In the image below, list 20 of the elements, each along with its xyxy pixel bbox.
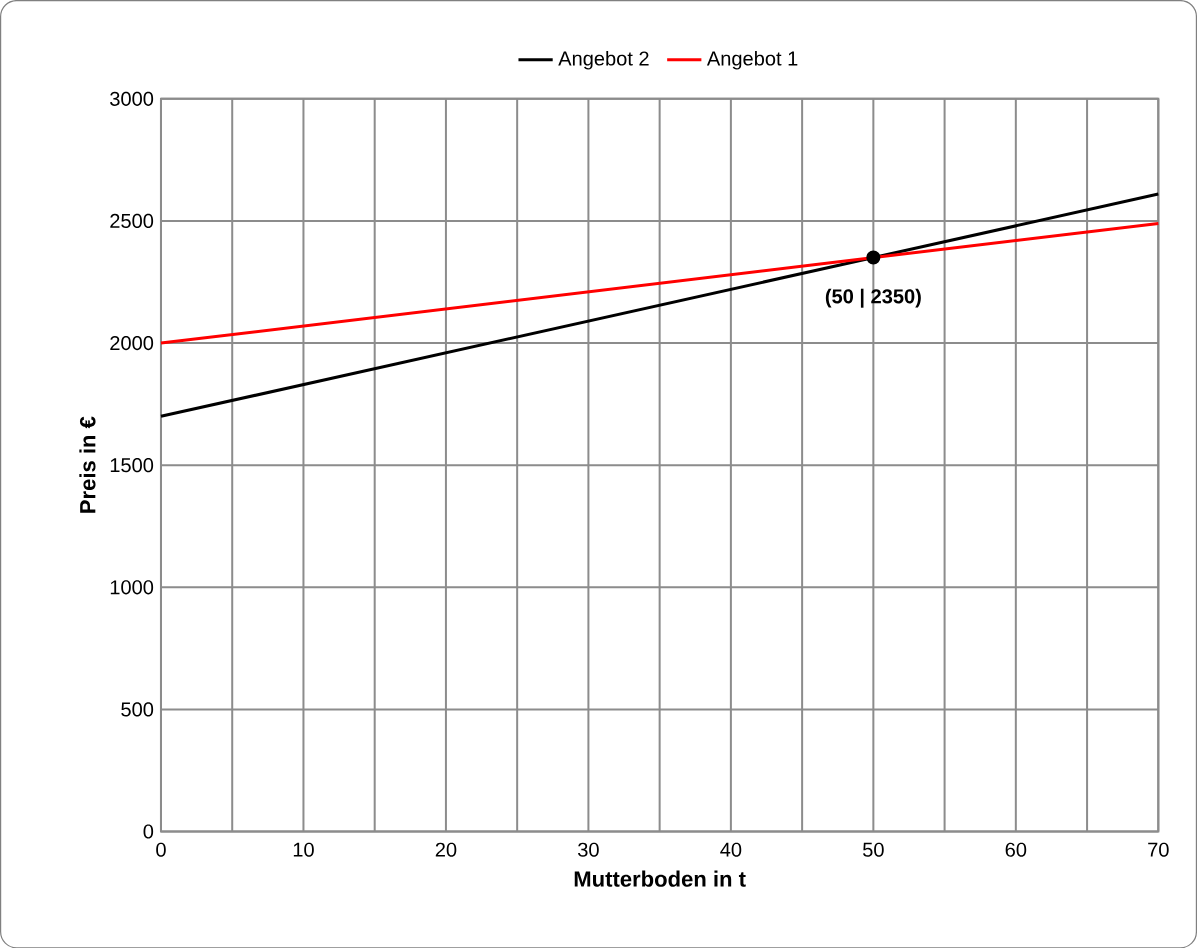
y-tick-label: 2500 bbox=[110, 213, 154, 228]
y-tick-label: 1000 bbox=[110, 580, 154, 595]
y-axis-title: Preis in € bbox=[79, 416, 96, 513]
x-tick-label: 60 bbox=[1005, 842, 1027, 857]
x-tick-label: 70 bbox=[1148, 842, 1169, 857]
x-tick-label: 30 bbox=[578, 842, 599, 857]
x-tick-label: 10 bbox=[293, 842, 314, 857]
x-tick-label: 50 bbox=[863, 842, 884, 857]
y-tick-label: 3000 bbox=[110, 91, 154, 106]
legend-label: Angebot 1 bbox=[706, 50, 798, 70]
x-tick-label: 0 bbox=[156, 842, 166, 857]
x-tick-label: 20 bbox=[435, 842, 457, 857]
y-tick-label: 500 bbox=[121, 702, 154, 717]
annotation: (50 | 2350) bbox=[825, 288, 921, 308]
y-tick-label: 1500 bbox=[110, 457, 154, 473]
x-axis-title: Mutterboden in t bbox=[574, 870, 746, 887]
legend-label: Angebot 2 bbox=[558, 50, 649, 70]
y-tick-label: 0 bbox=[143, 824, 154, 839]
x-tick-label: 40 bbox=[720, 842, 742, 857]
y-tick-label: 2000 bbox=[110, 335, 154, 350]
